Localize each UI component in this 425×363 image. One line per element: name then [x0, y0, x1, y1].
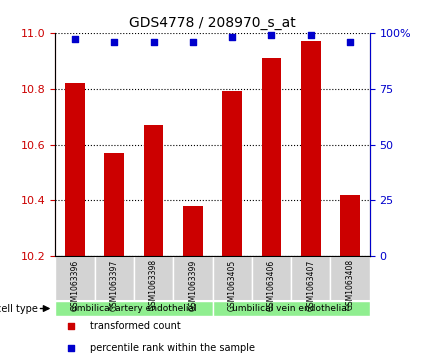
- Text: umbilical artery endothelial: umbilical artery endothelial: [71, 304, 197, 313]
- Title: GDS4778 / 208970_s_at: GDS4778 / 208970_s_at: [129, 16, 296, 30]
- Point: [307, 32, 314, 38]
- Bar: [144, 125, 163, 256]
- Text: GSM1063406: GSM1063406: [267, 259, 276, 311]
- Text: umbilical vein endothelial: umbilical vein endothelial: [232, 304, 350, 313]
- Text: cell type: cell type: [0, 303, 37, 314]
- FancyBboxPatch shape: [55, 256, 94, 301]
- Point: [347, 39, 354, 45]
- FancyBboxPatch shape: [55, 301, 212, 316]
- Point: [68, 345, 74, 351]
- Bar: [183, 206, 203, 256]
- Text: transformed count: transformed count: [90, 321, 181, 331]
- FancyBboxPatch shape: [331, 256, 370, 301]
- Bar: [262, 58, 281, 256]
- Bar: [340, 195, 360, 256]
- Bar: [105, 153, 124, 256]
- Text: GSM1063407: GSM1063407: [306, 259, 315, 311]
- FancyBboxPatch shape: [212, 256, 252, 301]
- Text: GSM1063405: GSM1063405: [228, 259, 237, 311]
- FancyBboxPatch shape: [252, 256, 291, 301]
- FancyBboxPatch shape: [212, 301, 370, 316]
- Bar: [65, 83, 85, 256]
- FancyBboxPatch shape: [291, 256, 331, 301]
- FancyBboxPatch shape: [173, 256, 212, 301]
- FancyBboxPatch shape: [94, 256, 134, 301]
- Text: GSM1063399: GSM1063399: [188, 259, 197, 311]
- Point: [111, 39, 118, 45]
- Point: [68, 323, 74, 329]
- Text: GSM1063408: GSM1063408: [346, 259, 354, 310]
- Text: GSM1063397: GSM1063397: [110, 259, 119, 311]
- FancyBboxPatch shape: [134, 256, 173, 301]
- Point: [71, 36, 78, 42]
- Text: GSM1063396: GSM1063396: [71, 259, 79, 311]
- Point: [190, 39, 196, 45]
- Text: percentile rank within the sample: percentile rank within the sample: [90, 343, 255, 353]
- Bar: [222, 91, 242, 256]
- Point: [268, 32, 275, 38]
- Text: GSM1063398: GSM1063398: [149, 259, 158, 310]
- Point: [229, 34, 235, 40]
- Point: [150, 39, 157, 45]
- Bar: [301, 41, 320, 256]
